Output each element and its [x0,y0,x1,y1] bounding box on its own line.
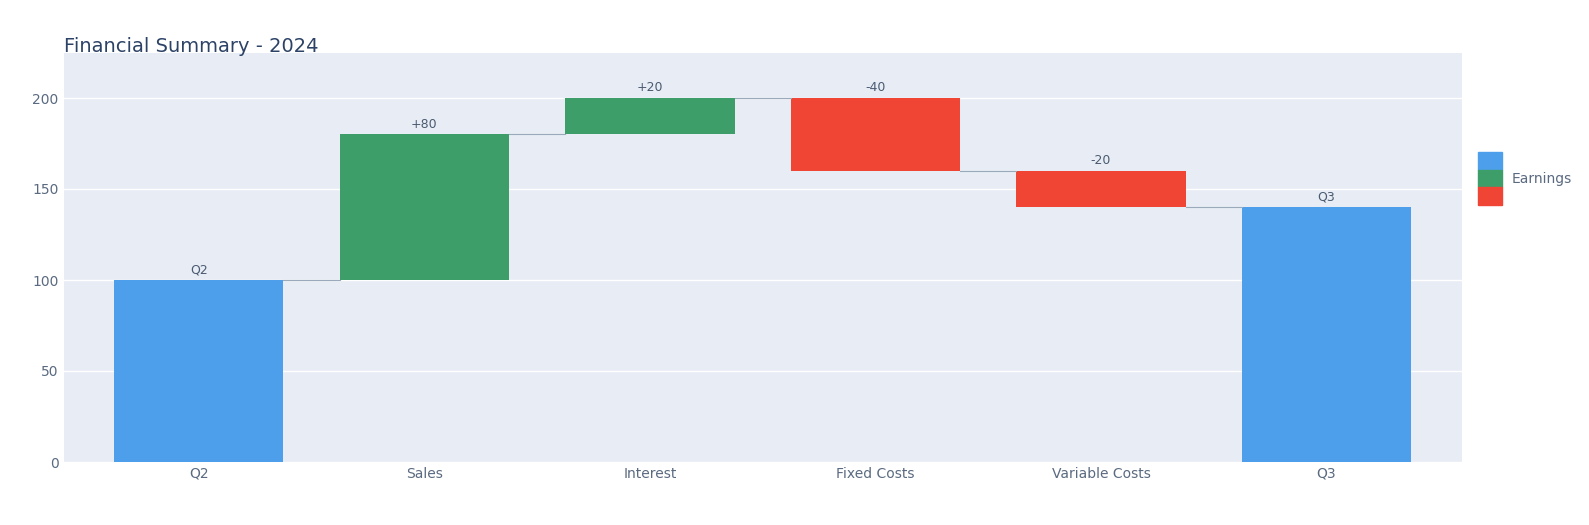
Bar [114,280,283,462]
Text: Financial Summary - 2024: Financial Summary - 2024 [64,37,318,56]
Bar [1017,171,1185,207]
Text: -40: -40 [866,81,885,94]
Text: Earnings: Earnings [1511,172,1572,185]
Text: -20: -20 [1090,154,1111,167]
Text: Q3: Q3 [1317,191,1335,204]
Text: +80: +80 [412,118,437,131]
Bar [791,98,960,171]
Text: +20: +20 [637,81,663,94]
Bar [1478,187,1502,205]
Bar [1478,170,1502,187]
Bar [566,98,734,134]
Bar [1478,152,1502,170]
Bar [340,134,508,280]
Text: Q2: Q2 [191,264,208,276]
Bar [1243,207,1411,462]
